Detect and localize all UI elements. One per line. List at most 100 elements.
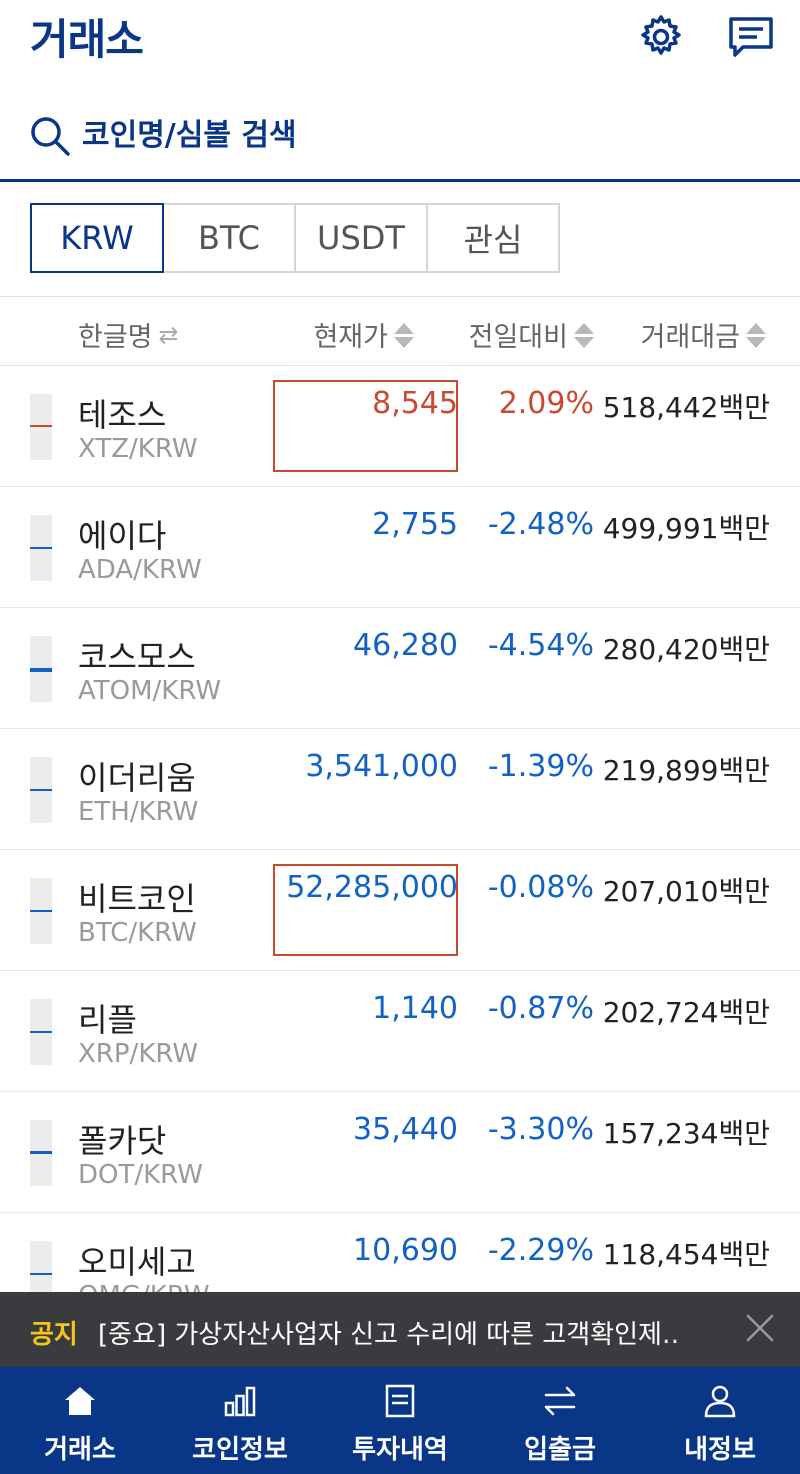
document-icon — [385, 1384, 415, 1418]
sort-icon — [394, 321, 414, 349]
coin-symbol: ETH/KRW — [78, 797, 199, 827]
coin-change: -1.39% — [487, 749, 594, 784]
table-row[interactable]: 비트코인 BTC/KRW 52,285,000 -0.08% 207,010백만 — [0, 850, 800, 971]
nav-label: 입출금 — [524, 1435, 596, 1465]
swap-icon: ⇄ — [158, 320, 179, 349]
coin-price: 46,280 — [353, 628, 458, 663]
sort-icon — [574, 321, 594, 349]
nav-my-info[interactable]: 내정보 — [640, 1367, 800, 1474]
coin-volume: 219,899백만 — [602, 754, 770, 787]
search-bar — [0, 96, 800, 182]
coin-name: 폴카닷 — [78, 1122, 167, 1160]
coin-volume: 157,234백만 — [602, 1117, 770, 1150]
highlight-box — [273, 380, 458, 472]
coin-volume: 499,991백만 — [602, 512, 770, 545]
coin-name: 테조스 — [78, 396, 167, 434]
coin-list: 테조스 XTZ/KRW 8,545 2.09% 518,442백만 에이다 AD… — [0, 366, 800, 1292]
table-row[interactable]: 코스모스 ATOM/KRW 46,280 -4.54% 280,420백만 — [0, 608, 800, 729]
table-row[interactable]: 에이다 ADA/KRW 2,755 -2.48% 499,991백만 — [0, 487, 800, 608]
coin-volume: 207,010백만 — [602, 875, 770, 908]
table-row[interactable]: 이더리움 ETH/KRW 3,541,000 -1.39% 219,899백만 — [0, 729, 800, 850]
tab-usdt[interactable]: USDT — [294, 203, 428, 273]
app-header: 거래소 — [0, 0, 800, 90]
coin-change: -3.30% — [487, 1112, 594, 1147]
table-header: 한글명 ⇄ 현재가 전일대비 거래대금 — [0, 296, 800, 366]
bottom-nav: 거래소 코인정보 투자내역 입출금 — [0, 1367, 800, 1474]
coin-volume: 118,454백만 — [602, 1238, 770, 1271]
coin-price: 35,440 — [353, 1112, 458, 1147]
table-row[interactable]: 테조스 XTZ/KRW 8,545 2.09% 518,442백만 — [0, 366, 800, 487]
coin-change: -0.08% — [487, 870, 594, 905]
nav-deposit-withdraw[interactable]: 입출금 — [480, 1367, 640, 1474]
mini-candle-icon — [30, 878, 52, 944]
mini-candle-icon — [30, 1241, 52, 1292]
nav-label: 코인정보 — [192, 1435, 288, 1465]
table-row[interactable]: 폴카닷 DOT/KRW 35,440 -3.30% 157,234백만 — [0, 1092, 800, 1213]
table-row[interactable]: 오미세고 OMG/KRW 10,690 -2.29% 118,454백만 — [0, 1213, 800, 1292]
coin-name: 코스모스 — [78, 638, 196, 676]
nav-label: 투자내역 — [352, 1435, 448, 1465]
coin-symbol: DOT/KRW — [78, 1160, 203, 1190]
coin-name: 에이다 — [78, 517, 167, 555]
column-header-name[interactable]: 한글명 ⇄ — [78, 320, 179, 354]
coin-price: 1,140 — [372, 991, 458, 1026]
coin-symbol: ATOM/KRW — [78, 676, 222, 706]
gear-icon[interactable] — [636, 12, 686, 62]
mini-candle-icon — [30, 515, 52, 581]
column-header-change[interactable]: 전일대비 — [469, 315, 594, 354]
coin-price: 2,755 — [372, 507, 458, 542]
nav-label: 내정보 — [684, 1435, 756, 1465]
coin-name: 오미세고 — [78, 1243, 196, 1281]
coin-price: 3,541,000 — [305, 749, 458, 784]
coin-change: -2.48% — [487, 507, 594, 542]
tab-btc[interactable]: BTC — [162, 203, 296, 273]
tab-favorites[interactable]: 관심 — [426, 203, 560, 273]
coin-volume: 518,442백만 — [602, 391, 770, 424]
coin-price: 10,690 — [353, 1233, 458, 1268]
nav-label: 거래소 — [44, 1435, 116, 1465]
search-icon[interactable] — [28, 114, 72, 158]
notice-bar[interactable]: 공지 [중요] 가상자산사업자 신고 수리에 따른 고객확인제… — [0, 1292, 800, 1367]
mini-candle-icon — [30, 757, 52, 823]
tab-krw[interactable]: KRW — [30, 203, 164, 273]
coin-price: 8,545 — [372, 386, 458, 421]
coin-change: -2.29% — [487, 1233, 594, 1268]
nav-investments[interactable]: 투자내역 — [320, 1367, 480, 1474]
home-icon — [65, 1387, 95, 1415]
coin-symbol: OMG/KRW — [78, 1281, 210, 1292]
coin-symbol: ADA/KRW — [78, 555, 202, 585]
mini-candle-icon — [30, 1120, 52, 1186]
coin-change: 2.09% — [498, 386, 594, 421]
nav-coin-info[interactable]: 코인정보 — [160, 1367, 320, 1474]
coin-change: -0.87% — [487, 991, 594, 1026]
user-icon — [704, 1385, 736, 1418]
coin-name: 리플 — [78, 1001, 137, 1039]
column-header-volume[interactable]: 거래대금 — [641, 315, 766, 354]
coin-name: 이더리움 — [78, 759, 196, 797]
highlight-box — [273, 864, 458, 956]
sort-icon — [746, 321, 766, 349]
notice-label: 공지 — [30, 1320, 78, 1350]
mini-candle-icon — [30, 636, 52, 702]
close-icon[interactable] — [742, 1310, 778, 1346]
coin-symbol: XRP/KRW — [78, 1039, 199, 1069]
coin-change: -4.54% — [487, 628, 594, 663]
coin-symbol: BTC/KRW — [78, 918, 197, 948]
chart-icon — [224, 1386, 256, 1417]
page-title: 거래소 — [30, 15, 144, 64]
notice-text[interactable]: [중요] 가상자산사업자 신고 수리에 따른 고객확인제… — [98, 1320, 678, 1350]
coin-volume: 280,420백만 — [602, 633, 770, 666]
coin-symbol: XTZ/KRW — [78, 434, 198, 464]
transfer-icon — [544, 1386, 576, 1416]
coin-price: 52,285,000 — [286, 870, 458, 905]
coin-name: 비트코인 — [78, 880, 196, 918]
nav-exchange[interactable]: 거래소 — [0, 1367, 160, 1474]
market-tabs: KRW BTC USDT 관심 — [30, 203, 560, 273]
table-row[interactable]: 리플 XRP/KRW 1,140 -0.87% 202,724백만 — [0, 971, 800, 1092]
coin-volume: 202,724백만 — [602, 996, 770, 1029]
search-input[interactable] — [82, 112, 762, 158]
column-header-price[interactable]: 현재가 — [313, 315, 414, 354]
chat-icon[interactable] — [726, 12, 776, 62]
mini-candle-icon — [30, 394, 52, 460]
mini-candle-icon — [30, 999, 52, 1065]
